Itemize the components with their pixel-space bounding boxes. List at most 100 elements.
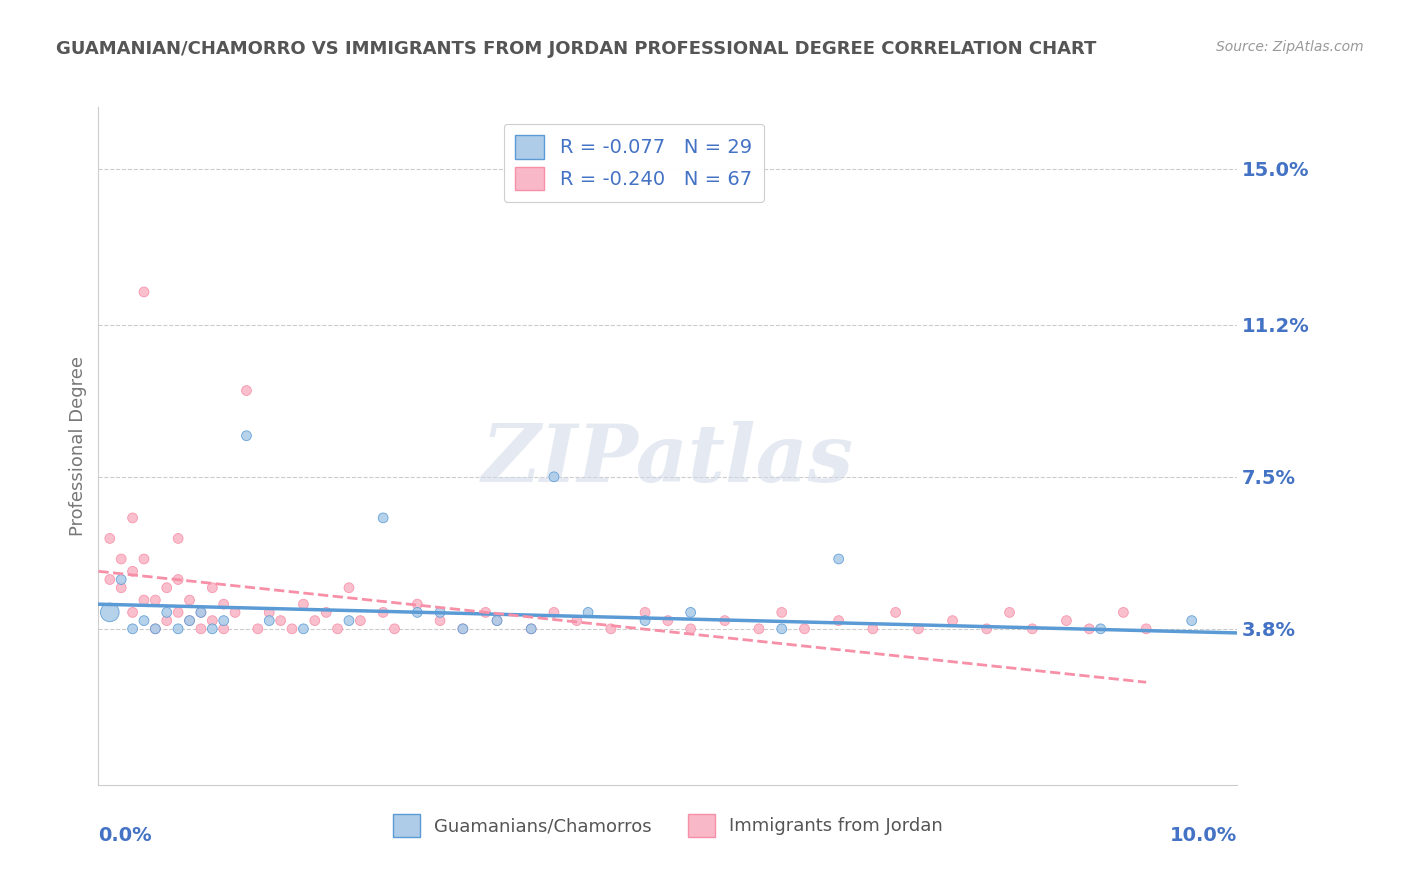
Point: [292, 622, 315, 636]
Point: [520, 622, 543, 636]
Point: [201, 614, 224, 628]
Text: 10.0%: 10.0%: [1170, 826, 1237, 845]
Point: [156, 581, 179, 595]
Point: [976, 622, 998, 636]
Point: [201, 581, 224, 595]
Point: [373, 606, 395, 620]
Point: [942, 614, 965, 628]
Point: [121, 606, 143, 620]
Point: [486, 614, 509, 628]
Point: [657, 614, 679, 628]
Point: [121, 564, 143, 578]
Point: [179, 593, 201, 607]
Point: [145, 593, 167, 607]
Point: [1181, 614, 1204, 628]
Point: [714, 614, 737, 628]
Point: [429, 614, 451, 628]
Point: [156, 606, 179, 620]
Point: [384, 622, 406, 636]
Point: [246, 622, 269, 636]
Point: [201, 622, 224, 636]
Point: [110, 573, 132, 587]
Point: [1078, 622, 1101, 636]
Point: [259, 606, 281, 620]
Text: ZIPatlas: ZIPatlas: [482, 421, 853, 499]
Text: GUAMANIAN/CHAMORRO VS IMMIGRANTS FROM JORDAN PROFESSIONAL DEGREE CORRELATION CHA: GUAMANIAN/CHAMORRO VS IMMIGRANTS FROM JO…: [56, 40, 1097, 58]
Point: [259, 614, 281, 628]
Point: [292, 597, 315, 611]
Point: [212, 597, 235, 611]
Point: [429, 606, 451, 620]
Point: [770, 622, 793, 636]
Point: [770, 606, 793, 620]
Point: [190, 606, 212, 620]
Point: [907, 622, 929, 636]
Point: [235, 384, 257, 398]
Legend: Guamanians/Chamorros, Immigrants from Jordan: Guamanians/Chamorros, Immigrants from Jo…: [385, 807, 950, 844]
Point: [884, 606, 907, 620]
Point: [634, 606, 657, 620]
Point: [167, 606, 190, 620]
Point: [679, 622, 702, 636]
Point: [337, 581, 360, 595]
Point: [406, 597, 429, 611]
Point: [543, 470, 565, 484]
Point: [98, 573, 121, 587]
Point: [145, 622, 167, 636]
Text: 0.0%: 0.0%: [98, 826, 152, 845]
Text: Source: ZipAtlas.com: Source: ZipAtlas.com: [1216, 40, 1364, 54]
Point: [828, 614, 851, 628]
Point: [132, 552, 155, 566]
Point: [1112, 606, 1135, 620]
Point: [679, 606, 702, 620]
Point: [270, 614, 292, 628]
Point: [235, 428, 257, 442]
Point: [1135, 622, 1157, 636]
Point: [451, 622, 474, 636]
Point: [132, 593, 155, 607]
Point: [1090, 622, 1112, 636]
Point: [145, 622, 167, 636]
Point: [121, 622, 143, 636]
Point: [110, 581, 132, 595]
Point: [349, 614, 371, 628]
Point: [179, 614, 201, 628]
Point: [634, 614, 657, 628]
Point: [748, 622, 770, 636]
Point: [565, 614, 588, 628]
Point: [190, 606, 212, 620]
Point: [520, 622, 543, 636]
Point: [212, 614, 235, 628]
Point: [179, 614, 201, 628]
Point: [132, 614, 155, 628]
Point: [281, 622, 304, 636]
Point: [212, 622, 235, 636]
Point: [98, 532, 121, 546]
Point: [543, 606, 565, 620]
Point: [326, 622, 349, 636]
Y-axis label: Professional Degree: Professional Degree: [69, 356, 87, 536]
Point: [167, 532, 190, 546]
Point: [793, 622, 815, 636]
Point: [406, 606, 429, 620]
Point: [337, 614, 360, 628]
Point: [451, 622, 474, 636]
Point: [167, 573, 190, 587]
Point: [486, 614, 509, 628]
Point: [862, 622, 884, 636]
Point: [98, 606, 121, 620]
Point: [156, 614, 179, 628]
Point: [167, 622, 190, 636]
Point: [828, 552, 851, 566]
Point: [1056, 614, 1078, 628]
Point: [576, 606, 599, 620]
Point: [474, 606, 496, 620]
Point: [998, 606, 1021, 620]
Point: [1021, 622, 1043, 636]
Point: [304, 614, 326, 628]
Point: [373, 511, 395, 525]
Point: [315, 606, 337, 620]
Point: [132, 285, 155, 299]
Point: [110, 552, 132, 566]
Point: [190, 622, 212, 636]
